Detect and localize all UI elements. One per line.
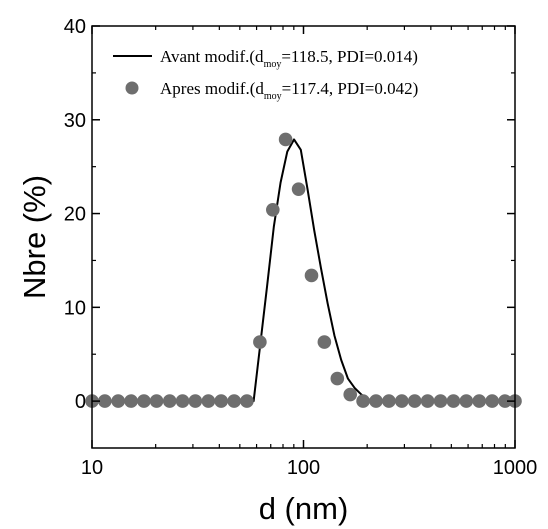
legend-entry-avant: Avant modif.(dmoy=118.5, PDI=0.014) — [160, 47, 418, 70]
data-point-apres — [395, 394, 409, 408]
data-point-apres — [175, 394, 190, 408]
data-point-apres — [227, 394, 241, 408]
data-point-apres — [98, 394, 112, 408]
data-point-apres — [240, 394, 254, 408]
legend-marker-swatch — [125, 81, 139, 95]
data-point-apres — [420, 394, 435, 408]
data-point-apres — [137, 394, 151, 408]
data-point-apres — [485, 394, 499, 408]
data-point-apres — [278, 132, 293, 147]
data-point-apres — [188, 394, 203, 408]
y-tick-label: 40 — [64, 16, 86, 38]
plot-area — [85, 132, 522, 408]
x-tick-label: 1000 — [493, 457, 538, 479]
data-point-apres — [124, 394, 138, 408]
series-line-avant — [92, 138, 515, 403]
legend-entry-apres-main: Apres modif.(d — [160, 79, 264, 98]
data-point-apres — [459, 394, 474, 408]
x-tick-label: 100 — [287, 457, 320, 479]
y-tick-label: 20 — [64, 204, 86, 226]
data-point-apres — [317, 335, 332, 349]
data-point-apres — [291, 182, 306, 196]
y-tick-label: 30 — [64, 110, 86, 132]
data-point-apres — [201, 394, 216, 408]
x-axis-title: d (nm) — [259, 491, 349, 526]
data-point-apres — [343, 387, 358, 402]
legend-entry-apres: Apres modif.(dmoy=117.4, PDI=0.042) — [160, 79, 418, 102]
data-point-apres — [214, 394, 228, 408]
data-point-apres — [330, 371, 345, 386]
data-point-apres — [111, 394, 125, 408]
data-point-apres — [498, 394, 512, 408]
data-point-apres — [382, 394, 396, 408]
data-point-apres — [356, 394, 370, 408]
y-axis-title: Nbre (%) — [17, 175, 52, 299]
axis-ticks — [91, 25, 516, 448]
legend-entry-avant-main: Avant modif.(d — [160, 47, 264, 66]
legend-entry-avant-sub: moy — [264, 59, 282, 70]
data-point-apres — [304, 268, 319, 283]
data-point-apres — [253, 335, 267, 349]
data-point-apres — [472, 394, 487, 408]
data-point-apres — [266, 203, 280, 217]
data-point-apres — [446, 394, 461, 408]
data-point-apres — [149, 394, 164, 408]
legend-entry-apres-sub: moy — [264, 91, 282, 102]
axis-tick-labels: 0 10 20 30 40 10 100 1000 — [64, 16, 538, 479]
data-point-apres — [407, 394, 422, 408]
x-tick-label: 10 — [81, 457, 103, 479]
y-tick-label: 0 — [75, 391, 86, 413]
legend-entry-apres-rest: =117.4, PDI=0.042) — [282, 79, 419, 98]
data-point-apres — [369, 394, 383, 408]
legend-entry-avant-rest: =118.5, PDI=0.014) — [281, 47, 418, 66]
data-point-apres — [162, 394, 177, 408]
legend: Avant modif.(dmoy=118.5, PDI=0.014) Apre… — [113, 47, 418, 102]
y-tick-label: 10 — [64, 297, 86, 319]
data-point-apres — [433, 394, 448, 408]
